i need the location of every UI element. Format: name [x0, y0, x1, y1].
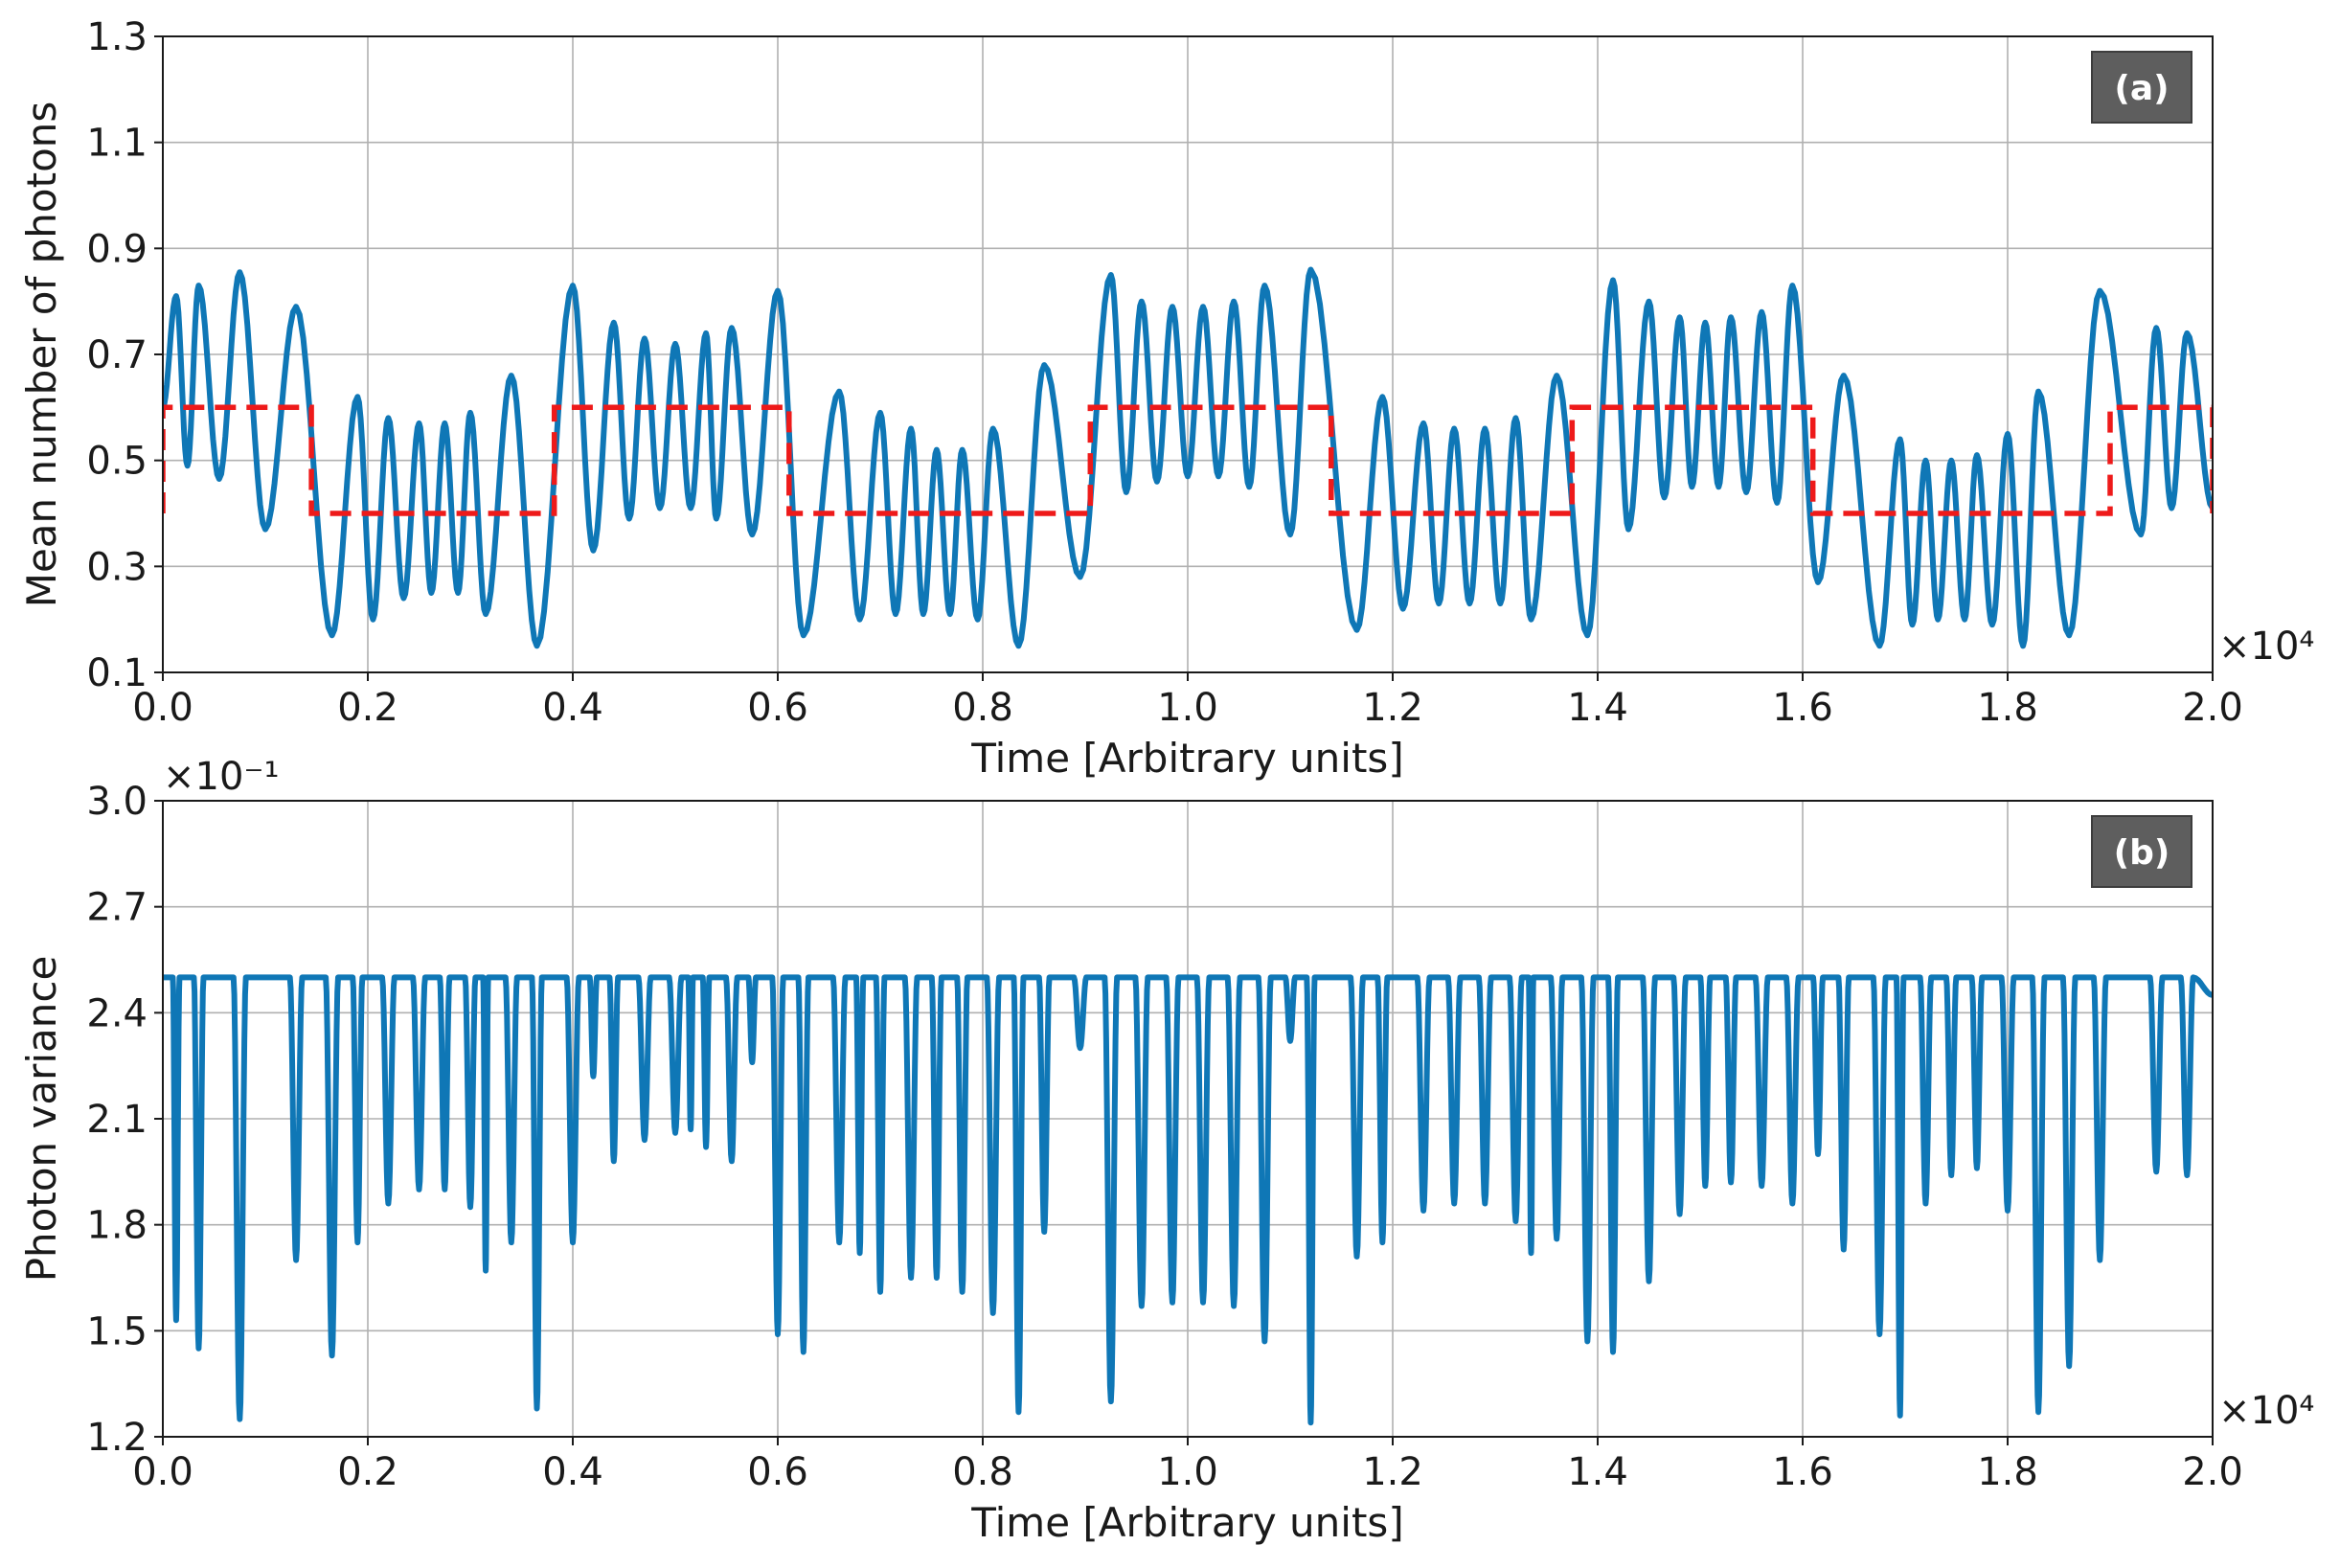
y-tick-label: 2.7 — [86, 886, 148, 930]
y-tick-label: 0.1 — [86, 651, 148, 695]
x-tick-label: 0.6 — [747, 1450, 808, 1494]
x-multiplier: ×10⁴ — [2218, 625, 2314, 669]
x-tick-label: 0.4 — [542, 1450, 603, 1494]
panel-badge-label: (a) — [2114, 69, 2169, 108]
panel-b: 0.0 0.2 0.4 0.6 0.8 1.0 1.2 1.4 1.6 1.8 2.0 1.2 1.5 1… — [18, 755, 2314, 1546]
x-tick-label: 1.8 — [1977, 1450, 2038, 1494]
y-tick-label: 3.0 — [86, 780, 148, 824]
x-tick-label: 1.6 — [1772, 686, 1833, 730]
x-tick-label: 0.0 — [132, 686, 193, 730]
x-tick-label: 0.8 — [952, 1450, 1013, 1494]
y-tick-label: 1.3 — [86, 15, 148, 59]
x-tick-label: 0.8 — [952, 686, 1013, 730]
series-group — [163, 266, 2213, 649]
x-tick-label: 0.0 — [132, 1450, 193, 1494]
series-group — [163, 974, 2213, 1426]
x-tick-label: 1.2 — [1362, 1450, 1423, 1494]
x-tick-label: 1.4 — [1567, 1450, 1628, 1494]
x-tick-label: 1.0 — [1157, 1450, 1218, 1494]
panel-badge-label: (b) — [2114, 833, 2170, 873]
mean-photons-line — [163, 266, 2213, 649]
panel-badge — [2091, 815, 2192, 888]
x-tick-label: 0.2 — [337, 686, 398, 730]
y-tick-label: 0.7 — [86, 333, 148, 377]
x-tick-label: 0.2 — [337, 1450, 398, 1494]
y-tick-label: 2.4 — [86, 991, 148, 1035]
x-tick-label: 0.4 — [542, 686, 603, 730]
y-multiplier: ×10⁻¹ — [163, 755, 280, 799]
x-tick-label: 1.2 — [1362, 686, 1423, 730]
x-tick-label: 0.6 — [747, 686, 808, 730]
y-tick-label: 0.9 — [86, 227, 148, 271]
x-multiplier: ×10⁴ — [2218, 1389, 2314, 1433]
panel-a: 0.0 0.2 0.4 0.6 0.8 1.0 1.2 1.4 1.6 1.8 2.0 0.1 0.3 0… — [18, 15, 2314, 782]
x-tick-label: 2.0 — [2182, 686, 2243, 730]
x-tick-label: 2.0 — [2182, 1450, 2243, 1494]
panel-badge — [2091, 51, 2192, 124]
y-tick-label: 1.5 — [86, 1309, 148, 1353]
y-tick-label: 1.2 — [86, 1416, 148, 1460]
x-tick-label: 1.8 — [1977, 686, 2038, 730]
y-tick-label: 1.8 — [86, 1204, 148, 1248]
x-axis-label: Time [Arbitrary units] — [970, 735, 1403, 782]
y-axis-label: Mean number of photons — [18, 102, 65, 608]
y-axis-label: Photon variance — [18, 956, 65, 1283]
y-tick-label: 0.5 — [86, 440, 148, 484]
x-tick-label: 1.6 — [1772, 1450, 1833, 1494]
y-tick-label: 1.1 — [86, 122, 148, 166]
x-tick-label: 1.4 — [1567, 686, 1628, 730]
y-tick-label: 2.1 — [86, 1098, 148, 1142]
y-tick-label: 0.3 — [86, 545, 148, 589]
photon-variance-line — [163, 974, 2213, 1426]
x-axis-label: Time [Arbitrary units] — [970, 1499, 1403, 1546]
x-tick-label: 1.0 — [1157, 686, 1218, 730]
